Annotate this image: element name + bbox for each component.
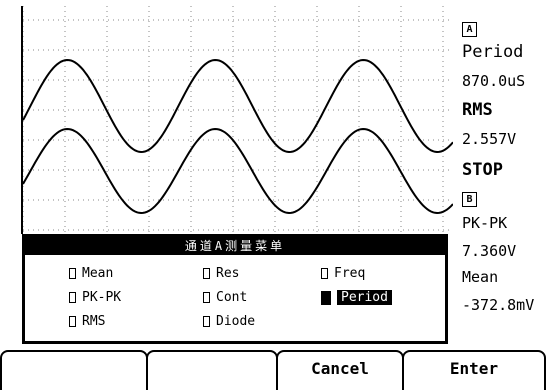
enter-button[interactable]: Enter — [402, 350, 546, 390]
option-freq[interactable]: Freq — [321, 265, 365, 283]
checkbox[interactable] — [203, 268, 210, 279]
checkbox[interactable] — [69, 316, 76, 327]
option-diode[interactable]: Diode — [203, 313, 255, 331]
menu-title: 通道A测量菜单 — [25, 237, 445, 255]
cancel-button[interactable]: Cancel — [276, 350, 404, 390]
channel-b-value: 7.360V — [462, 242, 517, 260]
run-status: STOP — [462, 160, 503, 180]
grid — [23, 6, 453, 234]
channel-b-badge: B — [462, 192, 477, 207]
channel-a-param: Period — [462, 42, 524, 62]
channel-b-value2: -372.8mV — [462, 296, 535, 314]
channel-b-param2: Mean — [462, 268, 499, 286]
channel-a-value: 870.0uS — [462, 72, 526, 90]
option-pk-pk[interactable]: PK-PK — [69, 289, 121, 307]
measurement-menu: 通道A测量菜单 Mean Res Freq PK-PK Cont Period … — [22, 234, 448, 344]
option-res[interactable]: Res — [203, 265, 239, 283]
waveform-svg — [23, 6, 453, 234]
checkbox[interactable] — [69, 268, 76, 279]
option-period[interactable]: Period — [321, 289, 392, 307]
option-mean[interactable]: Mean — [69, 265, 113, 283]
checkbox-checked[interactable] — [321, 290, 331, 305]
channel-b-waveform — [23, 127, 453, 215]
checkbox[interactable] — [203, 316, 210, 327]
option-rms[interactable]: RMS — [69, 313, 105, 331]
channel-a-waveform — [23, 58, 453, 154]
waveform-display — [21, 6, 453, 234]
channel-a-badge: A — [462, 22, 477, 37]
checkbox[interactable] — [69, 292, 76, 303]
checkbox[interactable] — [321, 268, 328, 279]
channel-b-param: PK-PK — [462, 214, 508, 232]
channel-a-value2: 2.557V — [462, 130, 517, 148]
softkey-1[interactable] — [0, 350, 148, 390]
softkey-2[interactable] — [146, 350, 278, 390]
option-cont[interactable]: Cont — [203, 289, 247, 307]
channel-a-param2: RMS — [462, 100, 493, 120]
checkbox[interactable] — [203, 292, 210, 303]
